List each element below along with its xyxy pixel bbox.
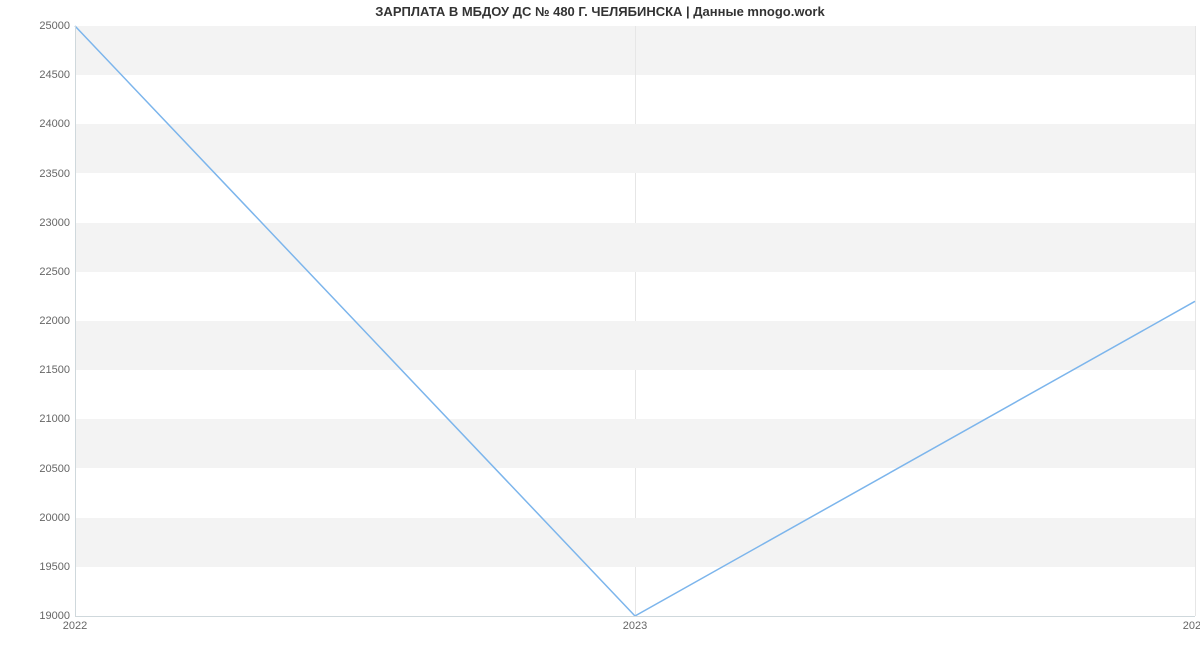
y-tick-label: 19000 xyxy=(10,610,70,622)
series-line xyxy=(75,26,1195,616)
chart-title: ЗАРПЛАТА В МБДОУ ДС № 480 Г. ЧЕЛЯБИНСКА … xyxy=(0,4,1200,19)
line-series xyxy=(75,26,1195,616)
y-tick-label: 22500 xyxy=(10,266,70,278)
y-tick-label: 20500 xyxy=(10,463,70,475)
x-tick-label: 2023 xyxy=(623,620,647,632)
y-tick-label: 23000 xyxy=(10,217,70,229)
salary-line-chart: ЗАРПЛАТА В МБДОУ ДС № 480 Г. ЧЕЛЯБИНСКА … xyxy=(0,0,1200,650)
y-tick-label: 23500 xyxy=(10,168,70,180)
y-tick-label: 24000 xyxy=(10,118,70,130)
x-axis-line xyxy=(75,616,1195,617)
y-tick-label: 24500 xyxy=(10,69,70,81)
y-tick-label: 22000 xyxy=(10,315,70,327)
y-tick-label: 20000 xyxy=(10,512,70,524)
plot-area xyxy=(75,26,1195,616)
x-tick-label: 2024 xyxy=(1183,620,1200,632)
y-axis-line xyxy=(75,26,76,616)
y-tick-label: 21500 xyxy=(10,364,70,376)
y-tick-label: 25000 xyxy=(10,20,70,32)
y-tick-label: 19500 xyxy=(10,561,70,573)
x-gridline xyxy=(1195,26,1196,616)
x-tick-label: 2022 xyxy=(63,620,87,632)
y-tick-label: 21000 xyxy=(10,413,70,425)
